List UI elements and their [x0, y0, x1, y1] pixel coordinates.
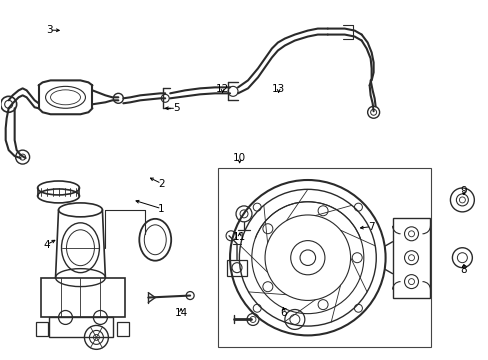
Text: 14: 14: [174, 308, 187, 318]
Bar: [392, 218, 429, 298]
Text: 13: 13: [271, 84, 285, 94]
Bar: [48, 318, 113, 337]
Text: 5: 5: [173, 103, 179, 113]
Text: 10: 10: [233, 153, 245, 163]
Text: 12: 12: [216, 84, 229, 94]
Text: 11: 11: [232, 232, 246, 242]
Bar: [41, 278, 125, 318]
Text: 4: 4: [43, 239, 50, 249]
Text: 2: 2: [158, 179, 164, 189]
Bar: [218, 168, 430, 347]
Text: 7: 7: [367, 222, 374, 231]
Text: 1: 1: [158, 204, 164, 214]
Text: 3: 3: [46, 25, 53, 35]
Text: 8: 8: [460, 265, 466, 275]
Bar: [36, 323, 47, 336]
Bar: [117, 323, 129, 336]
Bar: [226, 260, 246, 276]
Text: 6: 6: [280, 308, 286, 318]
Text: 9: 9: [460, 186, 466, 196]
